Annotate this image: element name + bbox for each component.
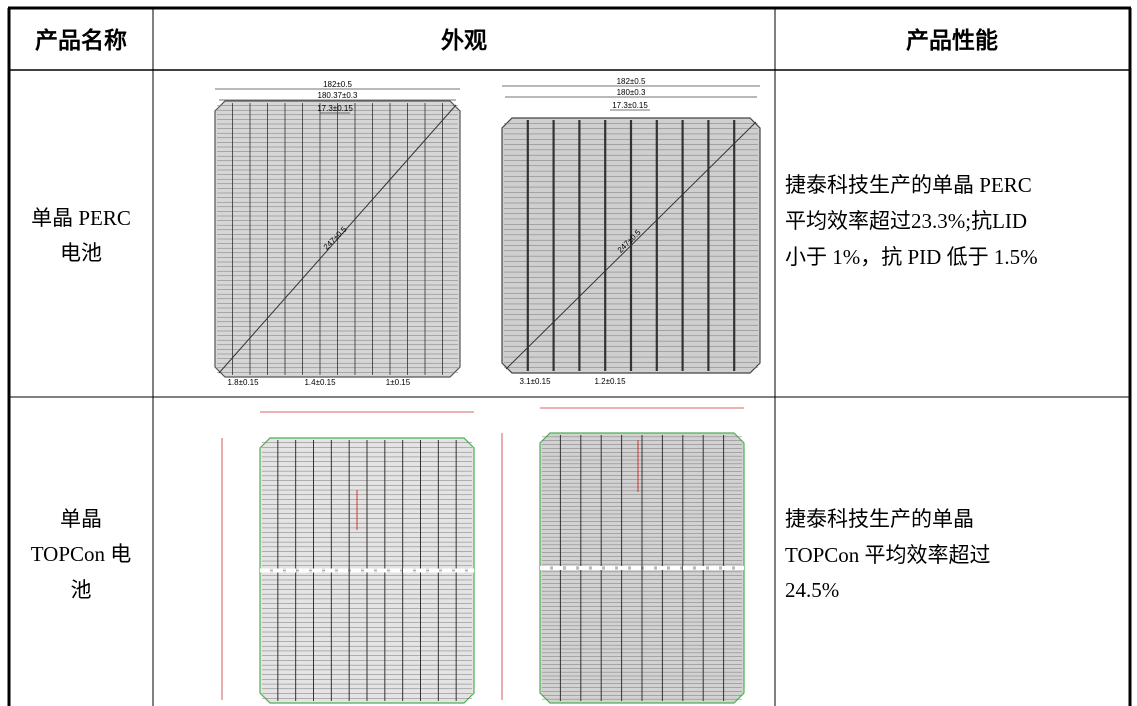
performance: 平均效率超过23.3%;抗LID [785,209,1027,233]
performance: 捷泰科技生产的单晶 [785,507,974,531]
cell-drawings: 182±0.5180.37±0.317.3±0.15247±0.51.8±0.1… [214,77,761,704]
row-2: 单晶 TOPCon 电 池 捷泰科技生产的单晶 TOPCon 平均效率超过 24… [31,507,991,602]
header-cell: 外观 [441,27,487,53]
product-name: 单晶 [60,507,102,531]
product-name: 池 [71,578,92,602]
performance: 24.5% [785,578,839,602]
performance: 小于 1%，抗 PID 低于 1.5% [785,245,1038,269]
table-borders [7,6,1132,706]
dimension-label: 3.1±0.15 [519,377,551,386]
dimension-label: 182±0.5 [617,77,646,86]
diagonal [505,121,757,370]
row-1: 单晶 PERC 电池 捷泰科技生产的单晶 PERC 平均效率超过23.3%;抗L… [31,173,1037,269]
performance: TOPCon 平均效率超过 [785,543,991,567]
product-name: 电池 [60,241,102,265]
dimension-label: 1±0.15 [386,378,411,387]
dimension-label: 1.4±0.15 [304,378,336,387]
dimension-label: 180±0.3 [617,88,646,97]
dimension-label: 1.8±0.15 [227,378,259,387]
product-name: TOPCon 电 [31,542,132,566]
dimension-label: 17.3±0.15 [317,104,353,113]
header: 产品名称 外观 产品性能 [35,27,998,53]
cell-drawing [214,100,461,378]
dimension-label: 182±0.5 [323,80,352,89]
cell-drawing [501,117,761,374]
product-name: 单晶 PERC [31,206,131,230]
performance: 捷泰科技生产的单晶 PERC [785,173,1032,197]
diagonal [218,104,457,374]
dimension-label: 180.37±0.3 [318,91,359,100]
cell-drawing [259,437,475,704]
dimension-label: 1.2±0.15 [594,377,626,386]
cell-drawing [539,432,745,704]
dimension-label: 17.3±0.15 [612,101,648,110]
header-cell: 产品性能 [906,27,998,53]
header-cell: 产品名称 [35,27,127,53]
